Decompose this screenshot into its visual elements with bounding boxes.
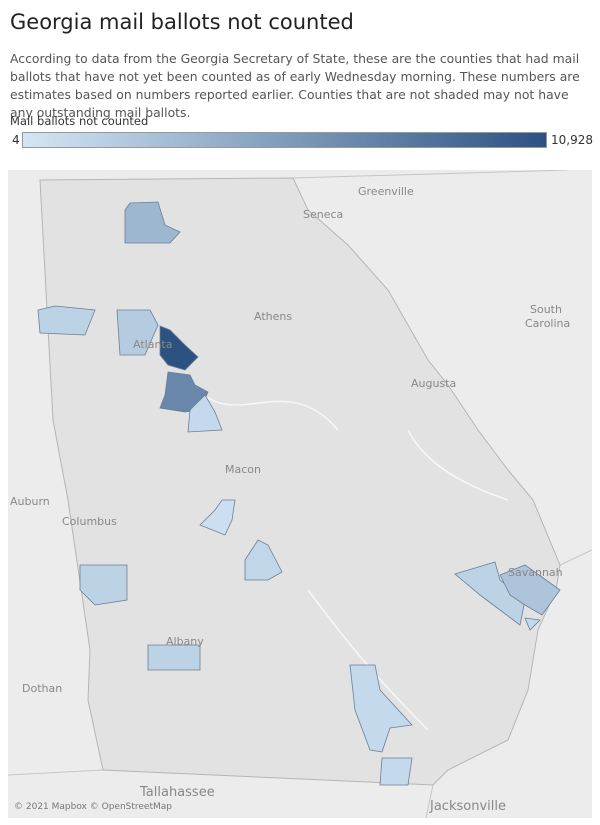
legend-bar bbox=[22, 132, 547, 148]
county bbox=[524, 617, 541, 631]
place-label: Atlanta bbox=[133, 338, 172, 351]
rivers bbox=[197, 389, 509, 731]
county bbox=[349, 664, 413, 753]
county bbox=[454, 561, 526, 626]
attribution: © 2021 Mapbox © OpenStreetMap bbox=[14, 802, 172, 812]
place-label: Dothan bbox=[22, 682, 62, 695]
place-label: Seneca bbox=[303, 208, 343, 221]
place-label: South bbox=[530, 303, 562, 316]
county bbox=[499, 564, 561, 616]
legend-gradient bbox=[22, 132, 547, 148]
place-label: Augusta bbox=[411, 377, 456, 390]
county bbox=[37, 305, 96, 336]
county bbox=[199, 499, 236, 536]
place-label: Athens bbox=[254, 310, 292, 323]
county bbox=[187, 394, 223, 433]
county bbox=[244, 539, 283, 581]
place-label: Auburn bbox=[10, 495, 50, 508]
title: Georgia mail ballots not counted bbox=[10, 10, 354, 34]
county bbox=[379, 757, 413, 786]
place-label: Tallahassee bbox=[139, 785, 215, 800]
description: According to data from the Georgia Secre… bbox=[10, 51, 580, 120]
place-label: Macon bbox=[225, 463, 261, 476]
place-label: Albany bbox=[166, 635, 204, 648]
county bbox=[116, 309, 159, 356]
legend-max: 10,928 bbox=[551, 133, 593, 147]
county bbox=[159, 325, 199, 371]
place-label: Savannah bbox=[508, 566, 563, 579]
place-label: Jacksonville bbox=[429, 799, 506, 814]
legend-min: 4 bbox=[12, 133, 20, 147]
legend-title: Mail ballots not counted bbox=[10, 114, 149, 128]
place-label: Columbus bbox=[62, 515, 117, 528]
county bbox=[79, 564, 128, 606]
county bbox=[124, 201, 181, 244]
state-borders bbox=[8, 170, 592, 818]
county bbox=[147, 644, 201, 671]
place-label: Carolina bbox=[525, 317, 570, 330]
place-label: Greenville bbox=[358, 185, 414, 198]
